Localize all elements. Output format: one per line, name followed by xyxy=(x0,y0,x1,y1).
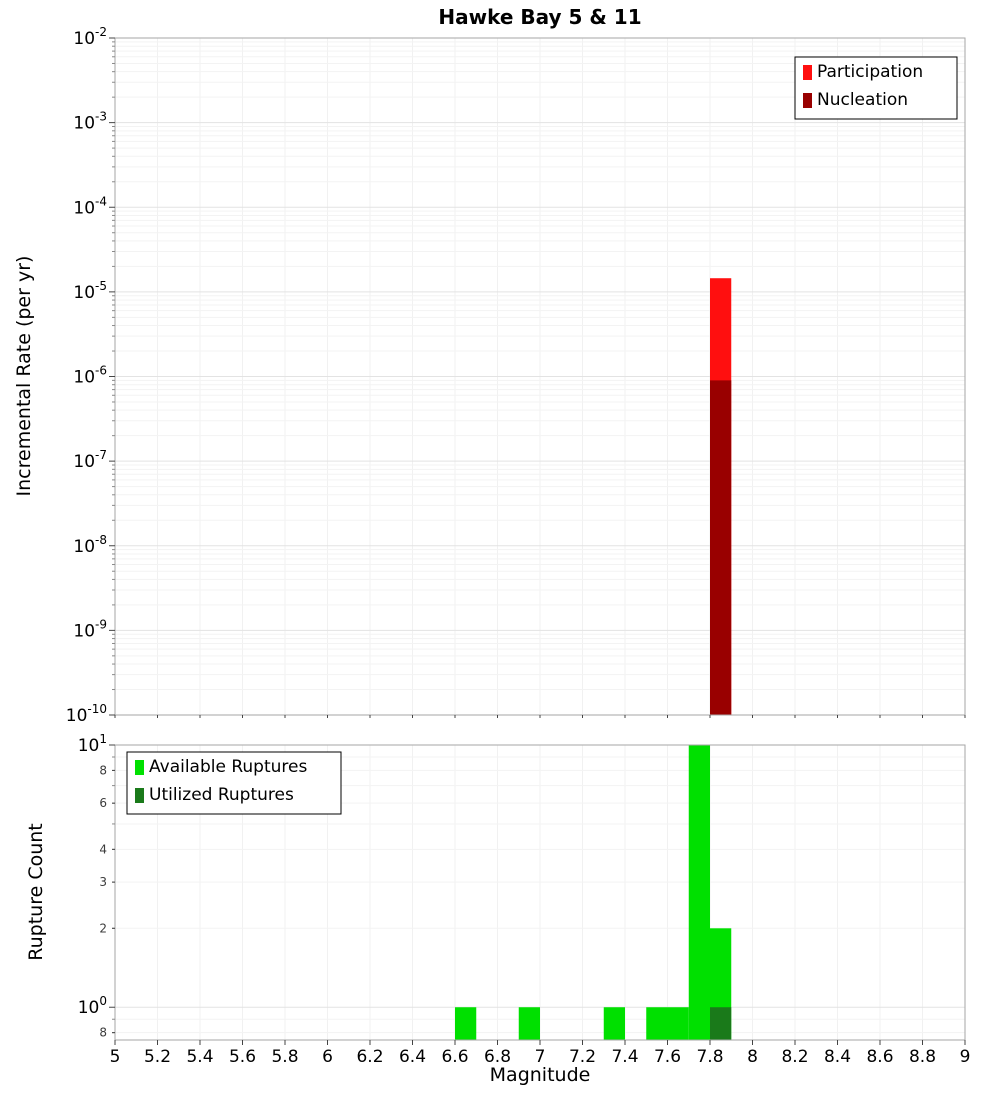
legend-box xyxy=(126,751,342,815)
y-tick-exponent: -10 xyxy=(87,702,107,716)
y-tick-exponent: -7 xyxy=(95,448,107,462)
x-tick-label: 8.6 xyxy=(866,1047,893,1067)
chart-incremental-rate-per-yr-: 10-210-310-410-510-610-710-810-910-10Par… xyxy=(66,25,966,726)
x-tick-label: 6.2 xyxy=(356,1047,383,1067)
x-tick-label: 5.6 xyxy=(229,1047,256,1067)
x-tick-label: 7.2 xyxy=(569,1047,596,1067)
legend-box xyxy=(794,56,958,120)
x-tick-label: 6.4 xyxy=(399,1047,426,1067)
y-tick-base: 10 xyxy=(73,114,95,134)
x-tick-label: 6 xyxy=(322,1047,333,1067)
y-tick-label: 101 xyxy=(78,732,107,756)
x-tick-label: 7.6 xyxy=(654,1047,681,1067)
y-tick-base: 10 xyxy=(73,368,95,388)
y-tick-label: 10-2 xyxy=(73,25,107,49)
x-tick-label: 7.4 xyxy=(611,1047,638,1067)
y-tick-exponent: -8 xyxy=(95,533,107,547)
y-tick-label: 10-9 xyxy=(73,617,107,641)
x-tick-label: 8 xyxy=(747,1047,758,1067)
y-tick-label-minor: 8 xyxy=(99,1026,107,1040)
y-tick-label: 10-3 xyxy=(73,110,107,134)
x-tick-label: 8.4 xyxy=(824,1047,851,1067)
x-tick-label: 9 xyxy=(960,1047,971,1067)
y-tick-label: 10-7 xyxy=(73,448,107,472)
y-tick-label: 10-6 xyxy=(73,364,107,388)
x-tick-label: 6.6 xyxy=(441,1047,468,1067)
x-axis-title: Magnitude xyxy=(489,1064,591,1086)
y-tick-label: 10-10 xyxy=(66,702,107,726)
y-tick-exponent: -4 xyxy=(95,194,107,208)
y-tick-base: 10 xyxy=(73,537,95,557)
y-tick-label: 10-5 xyxy=(73,279,107,303)
y-tick-base: 10 xyxy=(73,452,95,472)
legend-label-nucleation: Nucleation xyxy=(817,90,908,110)
y-tick-exponent: -2 xyxy=(95,25,107,39)
y-tick-base: 10 xyxy=(78,736,100,756)
x-tick-label: 8.8 xyxy=(909,1047,936,1067)
y-tick-label-minor: 2 xyxy=(99,921,107,935)
x-tick-label: 5.2 xyxy=(144,1047,171,1067)
bar-nucleation xyxy=(710,380,732,715)
legend-label-participation: Participation xyxy=(817,62,923,82)
bar-available-ruptures xyxy=(455,1007,477,1040)
y-tick-label-minor: 3 xyxy=(99,875,107,889)
y-tick-base: 10 xyxy=(73,29,95,49)
bar-available-ruptures xyxy=(688,745,710,1040)
x-tick-label: 5.4 xyxy=(186,1047,213,1067)
y-tick-label-minor: 8 xyxy=(99,763,107,777)
y-tick-base: 10 xyxy=(73,198,95,218)
bar-available-ruptures xyxy=(518,1007,540,1040)
legend-swatch-nucleation xyxy=(803,93,812,108)
legend-swatch-utilized-ruptures xyxy=(135,788,144,803)
x-tick-label: 5.8 xyxy=(271,1047,298,1067)
legend-swatch-participation xyxy=(803,65,812,80)
legend-swatch-available-ruptures xyxy=(135,760,144,775)
x-tick-label: 7.8 xyxy=(696,1047,723,1067)
bar-utilized-ruptures xyxy=(710,1007,732,1040)
y-tick-base: 10 xyxy=(66,706,88,726)
y-tick-exponent: -6 xyxy=(95,364,107,378)
x-tick-label: 7 xyxy=(535,1047,546,1067)
y-tick-exponent: -9 xyxy=(95,617,107,631)
legend-label-available-ruptures: Available Ruptures xyxy=(149,757,307,777)
chart-title: Hawke Bay 5 & 11 xyxy=(438,5,642,29)
y-tick-exponent: 0 xyxy=(99,994,107,1008)
y-tick-label: 100 xyxy=(78,994,107,1018)
x-tick-label: 5 xyxy=(110,1047,121,1067)
y-tick-label: 10-8 xyxy=(73,533,107,557)
y-tick-base: 10 xyxy=(78,998,100,1018)
y-tick-label: 10-4 xyxy=(73,194,107,218)
x-tick-label: 6.8 xyxy=(484,1047,511,1067)
bar-available-ruptures xyxy=(603,1007,625,1040)
y-tick-exponent: 1 xyxy=(99,732,107,746)
y-tick-base: 10 xyxy=(73,621,95,641)
legend-label-utilized-ruptures: Utilized Ruptures xyxy=(149,785,294,805)
y-tick-exponent: -5 xyxy=(95,279,107,293)
bar-available-ruptures xyxy=(667,1007,689,1040)
y-tick-base: 10 xyxy=(73,283,95,303)
y-tick-label-minor: 4 xyxy=(99,842,107,856)
bar-available-ruptures xyxy=(646,1007,668,1040)
y-tick-label-minor: 6 xyxy=(99,796,107,810)
y-tick-exponent: -3 xyxy=(95,110,107,124)
x-tick-label: 8.2 xyxy=(781,1047,808,1067)
